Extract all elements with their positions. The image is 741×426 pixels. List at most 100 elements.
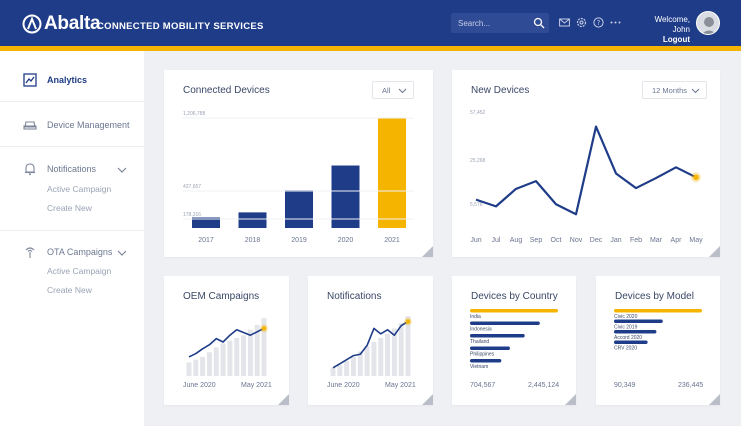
y-axis-label: 57,452 — [470, 110, 486, 116]
x-tick-label: Apr — [671, 237, 683, 244]
new-devices-card: New Devices 12 Months 57,452 25,268 5,57… — [452, 70, 720, 257]
background-bar — [378, 337, 384, 376]
card-resize-corner[interactable] — [565, 394, 576, 405]
bar — [285, 190, 313, 228]
highlight-marker — [693, 174, 699, 181]
bar — [470, 334, 525, 338]
x-tick-label: Sep — [530, 237, 543, 244]
more-icon[interactable] — [610, 17, 621, 28]
background-bar — [193, 359, 199, 376]
new-devices-period-dropdown[interactable]: 12 Months — [642, 81, 707, 99]
highlight-marker — [261, 326, 267, 331]
sidebar-subitem-active-campaign[interactable]: Active Campaign — [47, 266, 112, 276]
background-bar — [350, 356, 356, 376]
card-resize-corner[interactable] — [709, 246, 720, 257]
range-start-label: June 2020 — [183, 382, 216, 389]
background-bar — [337, 365, 343, 376]
background-bar — [371, 342, 377, 376]
background-bar — [227, 340, 233, 376]
card-resize-corner[interactable] — [422, 394, 433, 405]
bar-label: Civic 2019 — [614, 325, 638, 331]
card-title: Devices by Country — [471, 291, 558, 302]
bar — [470, 309, 558, 313]
help-icon[interactable]: ? — [593, 17, 604, 28]
car-icon — [23, 121, 37, 130]
antenna-icon — [25, 247, 35, 258]
bar-label: India — [470, 314, 481, 320]
x-tick-label: Oct — [551, 237, 562, 244]
sidebar-item-device-management[interactable]: Device Management — [47, 120, 130, 130]
bar — [614, 340, 648, 344]
search-icon[interactable] — [533, 17, 545, 29]
chart-icon — [23, 73, 37, 87]
background-bar — [385, 333, 391, 376]
card-title: Devices by Model — [615, 291, 694, 302]
bell-icon — [25, 163, 35, 176]
x-tick-label: Nov — [570, 237, 583, 244]
background-bar — [330, 367, 336, 376]
series-line — [188, 327, 265, 358]
sidebar-divider — [0, 146, 144, 147]
brand-name: Abalta — [44, 13, 101, 34]
sidebar-divider — [0, 230, 144, 231]
background-bar — [344, 361, 350, 376]
y-axis-label: 437,657 — [183, 184, 202, 190]
bar — [470, 321, 540, 325]
card-title: Notifications — [327, 291, 382, 302]
x-tick-label: Aug — [510, 237, 523, 244]
logout-link[interactable]: Logout — [662, 35, 690, 44]
devices-by-model-chart: Civic 2020 Civic 2019 Accord 2020 CRV 2020 — [614, 309, 702, 352]
chevron-down-icon[interactable] — [117, 248, 127, 258]
y-axis-label: 25,268 — [470, 158, 486, 164]
x-tick-label: Feb — [630, 237, 642, 244]
background-bar — [206, 352, 212, 376]
connected-devices-chart: 2017 2018 2019 2020 2021 — [183, 117, 414, 244]
avatar[interactable] — [696, 11, 720, 35]
dropdown-value: All — [382, 85, 391, 95]
card-resize-corner[interactable] — [278, 394, 289, 405]
x-tick-label: Mar — [650, 237, 663, 244]
range-start-label: June 2020 — [327, 382, 360, 389]
devices-by-country-chart: India Indonesia Thailand Philippines Vietnam — [470, 309, 558, 370]
card-resize-corner[interactable] — [422, 246, 433, 257]
background-bar — [241, 335, 247, 376]
sidebar-subitem-active-campaign[interactable]: Active Campaign — [47, 184, 112, 194]
connected-devices-filter-dropdown[interactable]: All — [372, 81, 414, 99]
background-bar — [357, 351, 363, 376]
sidebar-item-analytics[interactable]: Analytics — [47, 75, 88, 85]
sidebar-item-notifications[interactable]: Notifications — [47, 164, 97, 174]
x-tick-label: 2018 — [245, 237, 261, 244]
mail-icon[interactable] — [559, 17, 570, 28]
x-tick-label: 2021 — [384, 237, 400, 244]
y-axis-label: 178,316 — [183, 212, 202, 218]
bar — [378, 117, 406, 228]
card-resize-corner[interactable] — [709, 394, 720, 405]
gear-icon[interactable] — [576, 17, 587, 28]
sidebar-subitem-create-new[interactable]: Create New — [47, 285, 92, 295]
background-bar — [405, 316, 411, 376]
bar — [331, 165, 360, 228]
search-input[interactable] — [451, 13, 529, 34]
sidebar-item-ota-campaigns[interactable]: OTA Campaigns — [47, 247, 113, 257]
bar — [192, 217, 220, 228]
devices-by-model-card: Devices by Model Civic 2020 Civic 2019 Acc… — [596, 276, 720, 405]
range-end-label: May 2021 — [385, 382, 416, 389]
bar-label: Vietnam — [470, 364, 488, 370]
card-title: New Devices — [471, 85, 530, 96]
bar — [470, 346, 510, 350]
x-tick-label: Jul — [492, 237, 501, 244]
user-greeting: Welcome, John Logout — [640, 15, 690, 45]
sidebar-subitem-create-new[interactable]: Create New — [47, 203, 92, 213]
x-tick-label: 2017 — [198, 237, 214, 244]
sidebar-divider — [0, 101, 144, 102]
bar-label: Thailand — [470, 339, 489, 345]
oem-campaigns-chart — [186, 318, 268, 376]
background-bar — [200, 356, 206, 376]
bar — [470, 359, 502, 363]
chevron-down-icon[interactable] — [117, 165, 127, 175]
highlight-marker — [405, 319, 411, 324]
range-end-label: May 2021 — [241, 382, 272, 389]
bar-label: Accord 2020 — [614, 335, 642, 341]
brand-logo[interactable]: Abalta — [22, 13, 101, 35]
bar — [614, 319, 663, 323]
